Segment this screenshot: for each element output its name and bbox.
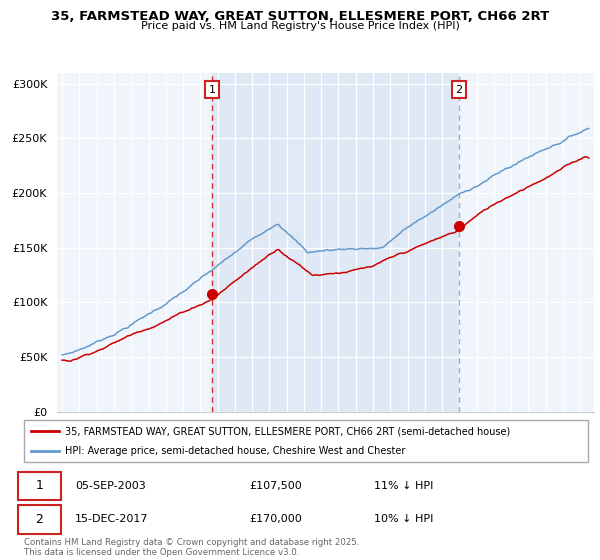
Text: £170,000: £170,000 xyxy=(250,515,302,524)
Text: 35, FARMSTEAD WAY, GREAT SUTTON, ELLESMERE PORT, CH66 2RT (semi-detached house): 35, FARMSTEAD WAY, GREAT SUTTON, ELLESME… xyxy=(65,426,510,436)
Text: 2: 2 xyxy=(455,85,462,95)
Text: Contains HM Land Registry data © Crown copyright and database right 2025.
This d: Contains HM Land Registry data © Crown c… xyxy=(24,538,359,557)
Text: 1: 1 xyxy=(208,85,215,95)
Bar xyxy=(212,73,458,412)
Text: 10% ↓ HPI: 10% ↓ HPI xyxy=(374,515,433,524)
Text: £107,500: £107,500 xyxy=(250,481,302,491)
Text: 15-DEC-2017: 15-DEC-2017 xyxy=(75,515,148,524)
FancyBboxPatch shape xyxy=(19,472,61,500)
Text: 1: 1 xyxy=(35,479,43,492)
Text: HPI: Average price, semi-detached house, Cheshire West and Chester: HPI: Average price, semi-detached house,… xyxy=(65,446,405,456)
FancyBboxPatch shape xyxy=(19,505,61,534)
FancyBboxPatch shape xyxy=(24,420,588,462)
Text: Price paid vs. HM Land Registry's House Price Index (HPI): Price paid vs. HM Land Registry's House … xyxy=(140,21,460,31)
Text: 05-SEP-2003: 05-SEP-2003 xyxy=(75,481,146,491)
Text: 2: 2 xyxy=(35,513,43,526)
Text: 11% ↓ HPI: 11% ↓ HPI xyxy=(374,481,433,491)
Text: 35, FARMSTEAD WAY, GREAT SUTTON, ELLESMERE PORT, CH66 2RT: 35, FARMSTEAD WAY, GREAT SUTTON, ELLESME… xyxy=(51,10,549,22)
